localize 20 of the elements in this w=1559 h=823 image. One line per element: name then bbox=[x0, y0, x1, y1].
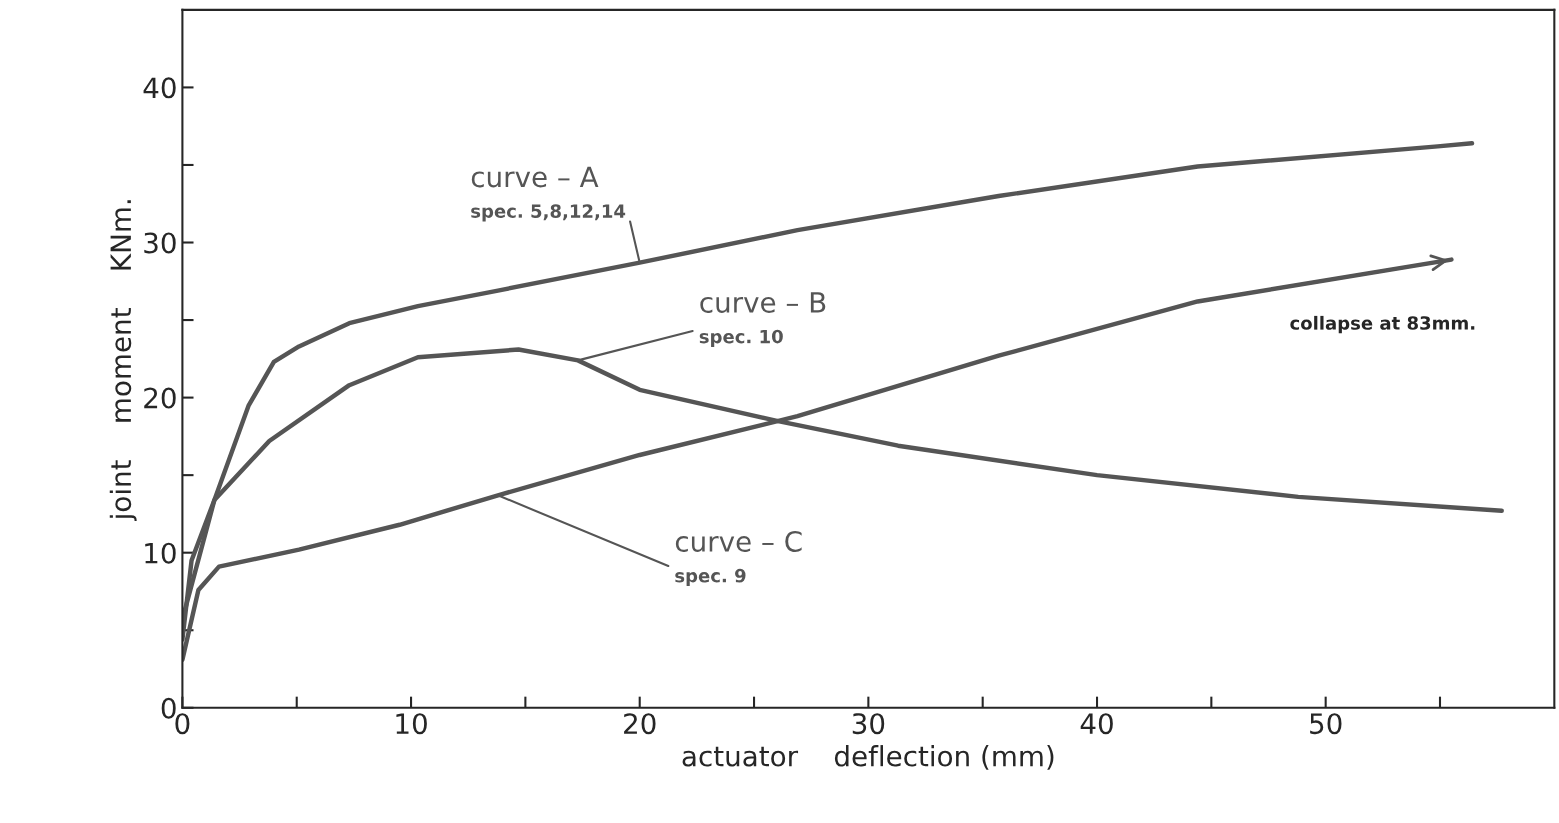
x-axis-title: actuator deflection (mm) bbox=[682, 745, 1054, 770]
x-tick-label: 20 bbox=[624, 713, 656, 735]
x-tick-label: 40 bbox=[1080, 713, 1113, 735]
text: curve – B bbox=[700, 292, 826, 313]
x-tick-label: 0 bbox=[175, 713, 190, 735]
y-tick-label: 30 bbox=[144, 232, 176, 254]
text: curve – A bbox=[471, 166, 599, 188]
y-tick-label: 20 bbox=[144, 387, 176, 409]
annotation: collapse at 83mm. bbox=[1290, 315, 1475, 334]
text: curve – C bbox=[675, 530, 802, 552]
annotation: spec. 10 bbox=[699, 329, 783, 347]
y-axis-title: joint moment KNm. bbox=[109, 200, 137, 521]
annotation: spec. 9 bbox=[675, 568, 746, 586]
annotation: spec. 5,8,12,14 bbox=[471, 204, 626, 222]
y-tick-label: 40 bbox=[143, 77, 176, 99]
x-tick-label: 10 bbox=[396, 713, 427, 735]
y-tick-label: 10 bbox=[145, 542, 176, 564]
x-tick-label: 50 bbox=[1310, 713, 1342, 735]
y-tick-label: 0 bbox=[161, 697, 176, 719]
x-tick-label: 30 bbox=[852, 713, 885, 735]
